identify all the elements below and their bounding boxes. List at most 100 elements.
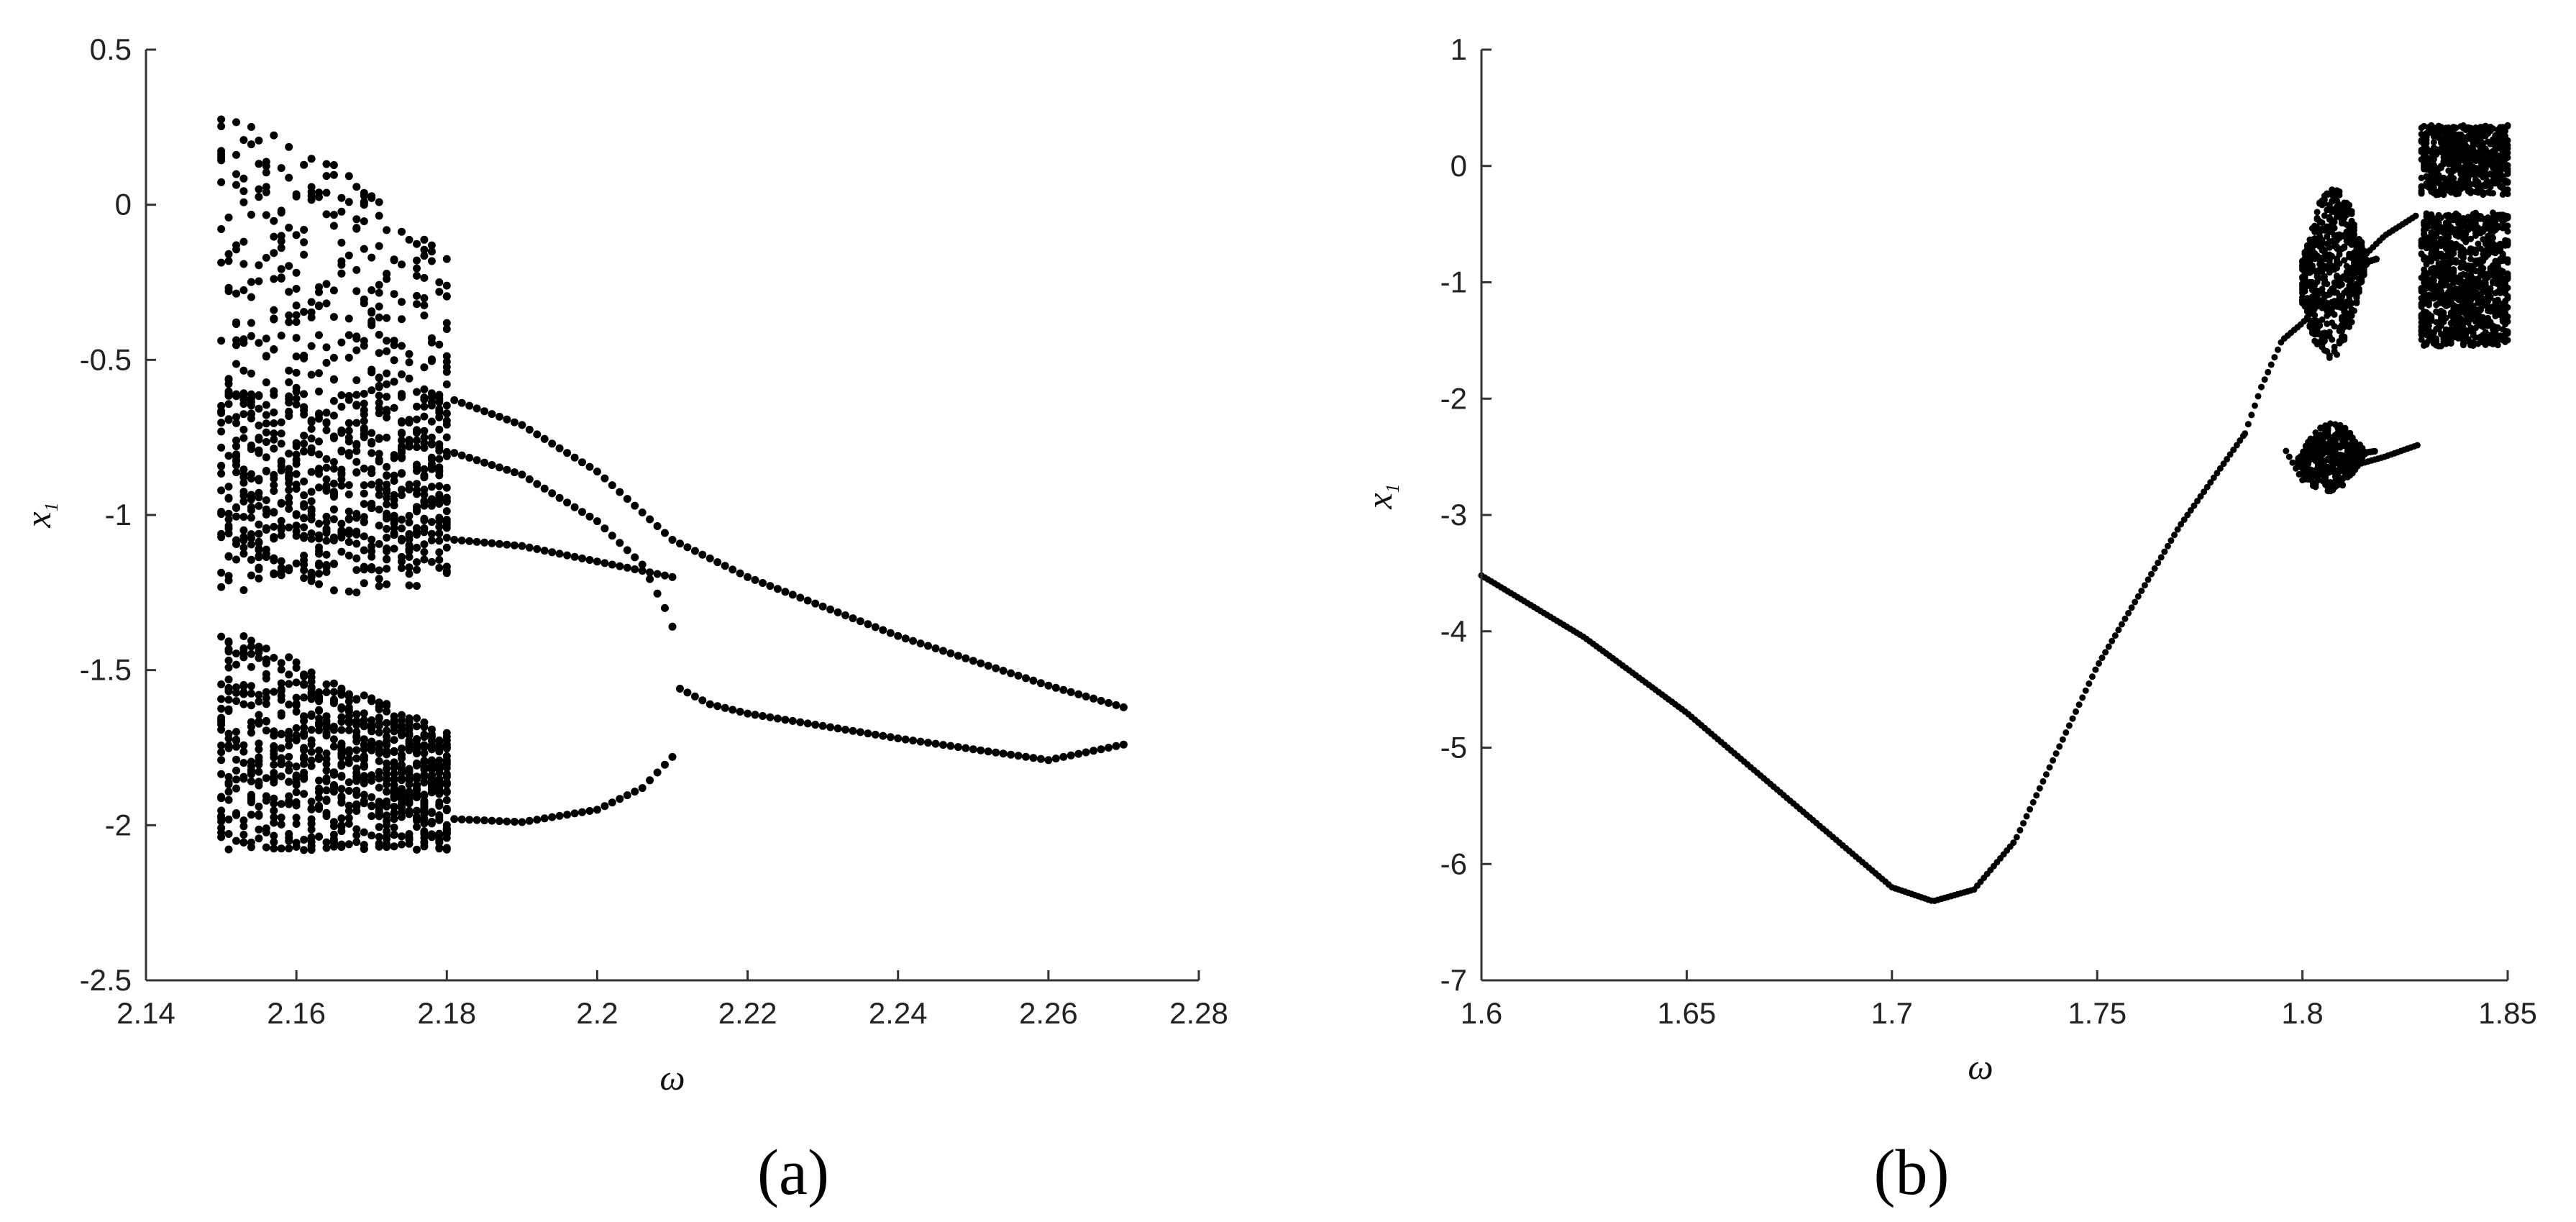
chart-a-point [285, 408, 293, 416]
chart-a-point [600, 802, 609, 811]
chart-a-point [344, 749, 353, 757]
chart-a-point [375, 505, 383, 514]
chart-b-point [2033, 792, 2040, 799]
chart-a-point [375, 705, 383, 713]
chart-a-point [217, 150, 226, 159]
chart-a-point [390, 727, 398, 736]
chart-a-point [262, 428, 270, 437]
chart-a-point [939, 647, 947, 655]
chart-b-point [2440, 309, 2447, 316]
chart-a-point [488, 539, 496, 547]
chart-a-point [247, 838, 255, 847]
chart-a-point [270, 509, 278, 517]
chart-b-point [2178, 521, 2185, 528]
chart-a-point [442, 416, 451, 425]
chart-b-point [2351, 221, 2357, 228]
chart-b-point [2360, 249, 2367, 255]
chart-a-point [322, 688, 331, 696]
chart-a-point [292, 301, 301, 310]
chart-b-point [2421, 122, 2428, 129]
chart-a-point [232, 390, 240, 398]
chart-a-point [721, 703, 729, 712]
chart-a-point [398, 392, 406, 401]
chart-a-point [239, 198, 248, 206]
chart-a-point [383, 347, 391, 355]
chart-a-point [405, 235, 414, 244]
chart-a-point [413, 759, 421, 767]
chart-b-point [2109, 637, 2116, 644]
chart-a-point [1097, 696, 1105, 705]
chart-a-point [239, 286, 248, 294]
chart-a-point [427, 501, 436, 510]
chart-a-point [239, 187, 248, 196]
chart-a-point [495, 412, 503, 421]
chart-a-point [262, 726, 270, 735]
chart-a-point [247, 770, 255, 778]
chart-a-point [367, 716, 376, 724]
chart-a-point [457, 451, 466, 460]
chart-a-point [292, 383, 301, 392]
chart-a-point [344, 719, 353, 727]
chart-a-point [420, 555, 429, 564]
chart-a-point [315, 283, 323, 291]
chart-a-point [232, 775, 240, 784]
chart-b-point [2141, 582, 2148, 589]
chart-a-point [420, 770, 429, 779]
chart-a-point [1036, 679, 1045, 688]
chart-a-point [300, 477, 309, 485]
chart-a-point [548, 548, 557, 557]
chart-a-point [661, 603, 669, 612]
chart-a-point [292, 439, 301, 447]
chart-a-point [344, 507, 353, 516]
chart-a-point [631, 553, 639, 562]
chart-a-point [285, 288, 293, 296]
chart-a-point [390, 808, 398, 817]
chart-a-point [224, 524, 233, 533]
chart-a-point [525, 425, 534, 434]
chart-a-point [270, 419, 278, 427]
chart-a-point [247, 757, 255, 766]
chart-a-point [383, 812, 391, 821]
chart-a-point [217, 829, 226, 837]
chart-a-point [442, 401, 451, 410]
chart-a-point [472, 537, 481, 546]
chart-b-point [2155, 560, 2162, 567]
chart-a-point [1014, 752, 1023, 760]
chart-a-point [217, 793, 226, 801]
chart-b-point [2480, 316, 2487, 323]
chart-a-point [992, 664, 1000, 672]
chart-a-point [360, 390, 368, 398]
chart-a-point [224, 483, 233, 491]
chart-a-point [292, 678, 301, 687]
chart-a-point [849, 614, 857, 623]
chart-b-point [2450, 269, 2457, 276]
chart-a-point [405, 552, 414, 561]
chart-a-point [232, 437, 240, 444]
chart-a-point [405, 581, 414, 590]
chart-a-point [352, 732, 361, 741]
chart-a-point [495, 817, 503, 826]
chart-a-point [646, 776, 654, 785]
chart-a-point [360, 579, 368, 588]
chart-b-point [2341, 206, 2348, 213]
chart-a-point [352, 334, 361, 343]
chart-a-point [224, 795, 233, 804]
chart-a-point [962, 654, 970, 662]
chart-a-point [420, 439, 429, 447]
chart-a-point [277, 206, 286, 215]
chart-a-point [337, 547, 346, 556]
chart-a-point [285, 472, 293, 480]
chart-a-point [435, 564, 444, 572]
chart-a-point [375, 391, 383, 400]
chart-a-point [931, 739, 940, 748]
chart-a-point [232, 503, 240, 512]
chart-b-point [2289, 459, 2296, 466]
chart-a-point [322, 550, 331, 559]
chart-b-point [2371, 447, 2378, 455]
chart-a-point [285, 142, 293, 151]
chart-a-point [344, 813, 353, 822]
chart-a-point [247, 414, 255, 423]
chart-a-point [239, 775, 248, 783]
chart-a-point [352, 554, 361, 562]
chart-a-point [329, 688, 338, 696]
